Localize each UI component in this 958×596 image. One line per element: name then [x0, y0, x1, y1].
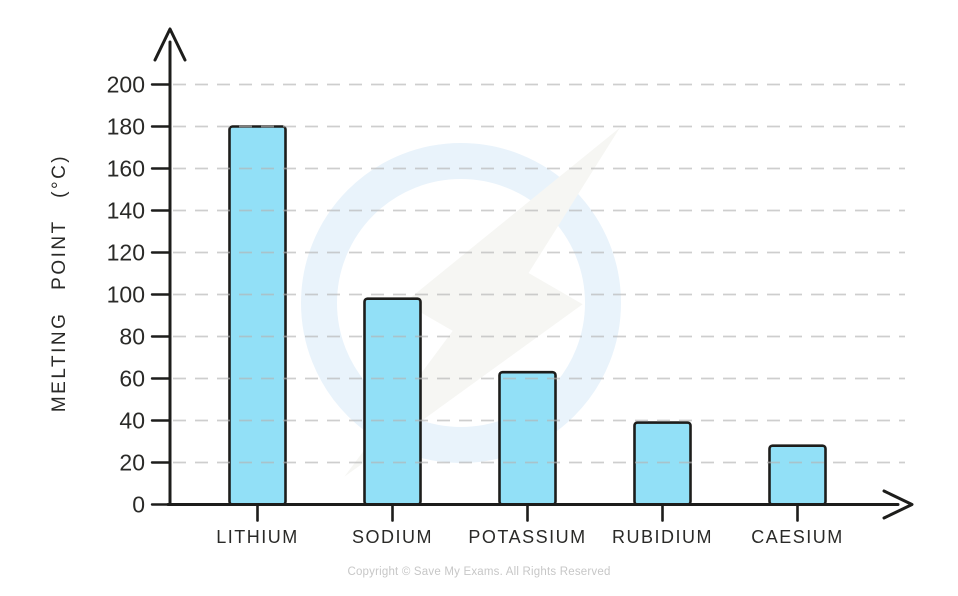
category-label-rubidium: RUBIDIUM — [612, 527, 713, 547]
y-tick-label-180: 180 — [107, 114, 145, 140]
category-label-caesium: CAESIUM — [751, 527, 844, 547]
y-tick-label-40: 40 — [119, 408, 145, 434]
y-axis-arrow — [153, 27, 187, 62]
y-tick-label-160: 160 — [107, 156, 145, 182]
category-label-lithium: LITHIUM — [216, 527, 299, 547]
x-axis-arrow — [882, 489, 914, 520]
y-tick-label-200: 200 — [107, 72, 145, 98]
y-tick-label-80: 80 — [119, 324, 145, 350]
y-tick-label-0: 0 — [132, 492, 145, 518]
y-tick-label-120: 120 — [107, 240, 145, 266]
bar-potassium — [498, 370, 557, 506]
y-tick-label-100: 100 — [107, 282, 145, 308]
bar-caesium — [768, 444, 827, 506]
y-axis-title: MELTING POINT (°C) — [49, 153, 70, 413]
category-label-sodium: SODIUM — [352, 527, 433, 547]
bar-rubidium — [633, 421, 692, 506]
copyright-text: Copyright © Save My Exams. All Rights Re… — [347, 566, 611, 578]
bar-sodium — [363, 297, 422, 506]
y-tick-label-140: 140 — [107, 198, 145, 224]
bar-lithium — [228, 125, 287, 506]
watermark-ring — [301, 143, 621, 463]
y-tick-label-20: 20 — [119, 450, 145, 476]
category-label-potassium: POTASSIUM — [468, 527, 586, 547]
y-tick-label-60: 60 — [119, 366, 145, 392]
